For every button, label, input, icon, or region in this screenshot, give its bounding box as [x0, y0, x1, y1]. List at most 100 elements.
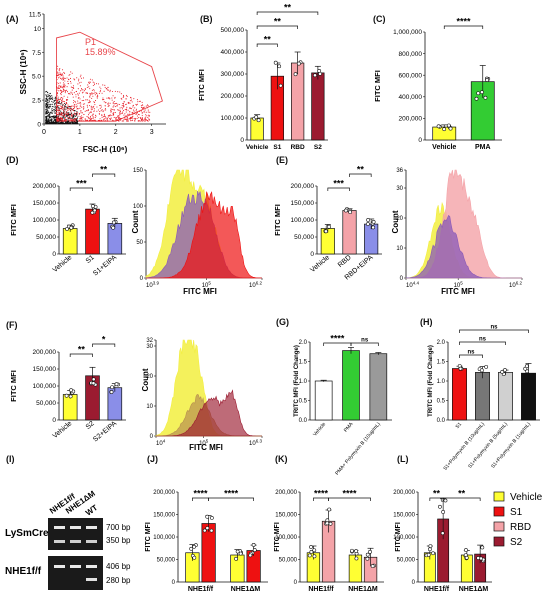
scatter-point [48, 115, 50, 118]
panel-d-data-point [69, 225, 74, 230]
scatter-point [51, 103, 53, 105]
scatter-point [141, 104, 144, 106]
hist-f-ytick-label: 30 [146, 344, 153, 350]
scatter-point [59, 73, 61, 76]
scatter-point [90, 118, 92, 120]
scatter-point [64, 122, 66, 124]
scatter-point [81, 115, 83, 117]
scatter-point [91, 79, 93, 81]
panel-c-data-point [483, 95, 488, 100]
scatter-point [45, 94, 47, 96]
hist-d-histogram-curve [146, 191, 263, 279]
scatter-point [93, 82, 95, 84]
panel-b-sig-label: ** [264, 35, 272, 45]
scatter-point [58, 104, 60, 106]
scatter-point [76, 112, 78, 114]
panel-g-ylabel: TRITC MFI (Fold Change) [294, 345, 300, 417]
scatter-point [79, 113, 81, 115]
scatter-point [134, 119, 136, 121]
scatter-point [46, 117, 48, 119]
scatter-point [63, 71, 65, 73]
scatter-point [125, 120, 128, 122]
scatter-point [56, 74, 58, 76]
panel-a-xlabel: FSC-H (10⁶) [83, 145, 128, 154]
scatter-point [64, 92, 66, 94]
panel-j-data-point [189, 546, 194, 551]
panel-f-category-label: S2+EIPA [92, 420, 118, 444]
scatter-point [56, 101, 58, 103]
scatter-point [66, 113, 68, 115]
scatter-point [141, 107, 143, 109]
panel-a-ytick-label: 2.5 [32, 98, 41, 105]
scatter-point [46, 116, 48, 118]
panel-f-sig-bracket [92, 343, 116, 347]
scatter-point [66, 77, 68, 79]
scatter-point [146, 107, 148, 109]
panel-h-bar [452, 368, 467, 421]
panel-j-data-point [235, 549, 240, 554]
scatter-point [113, 100, 115, 103]
panel-k-data-point [312, 548, 317, 553]
scatter-point [54, 118, 56, 120]
scatter-point [130, 99, 133, 101]
scatter-point [47, 95, 49, 97]
scatter-point [80, 112, 82, 114]
panel-c-data-point [436, 124, 441, 129]
scatter-point [57, 112, 60, 114]
scatter-point [142, 120, 144, 122]
gel-band [70, 526, 81, 529]
hist-e-xlabel: FITC MFI [441, 287, 475, 296]
scatter-point [89, 78, 91, 80]
panel-h-data-point [484, 364, 489, 369]
panel-d-data-point [92, 208, 97, 213]
panel-e-ytick-label: 150,000 [291, 200, 315, 207]
scatter-point [51, 113, 53, 115]
scatter-point [113, 116, 115, 119]
scatter-point [55, 116, 57, 118]
scatter-point [82, 89, 84, 91]
scatter-point [54, 96, 56, 98]
scatter-point [60, 85, 62, 87]
scatter-point [120, 93, 122, 95]
scatter-point [46, 99, 48, 101]
hist-f-xtick-label: 104 [156, 439, 166, 448]
scatter-point [71, 89, 73, 91]
gel-band [86, 526, 97, 529]
scatter-point [88, 99, 90, 101]
scatter-point [76, 93, 79, 95]
scatter-point [119, 109, 121, 111]
panel-j-data-point [192, 555, 197, 560]
scatter-point [54, 112, 56, 114]
panel-label-a: (A) [6, 14, 19, 24]
scatter-point [56, 113, 59, 116]
scatter-point [50, 106, 52, 108]
panel-f-data-point [91, 377, 96, 382]
scatter-point [48, 118, 50, 120]
scatter-point [47, 93, 49, 95]
scatter-point [135, 108, 137, 110]
scatter-point [75, 96, 77, 98]
panel-b-data-point [313, 73, 317, 78]
scatter-point [59, 72, 61, 74]
panel-l-data-point [427, 547, 432, 552]
scatter-point [46, 115, 48, 117]
scatter-point [75, 106, 78, 108]
scatter-point [105, 102, 107, 104]
scatter-point [68, 111, 70, 114]
scatter-point [82, 91, 84, 93]
scatter-point [96, 93, 98, 95]
panel-f-ytick-label: 200,000 [33, 349, 57, 356]
scatter-point [67, 117, 69, 119]
scatter-point [129, 100, 131, 102]
scatter-point [139, 120, 141, 122]
panel-a-scatter: SSC-H (10⁶) FSC-H (10⁶) P1 15.89% 0 2.5 5.… [19, 12, 166, 154]
scatter-point [147, 111, 149, 113]
panel-d-ytick-label: 100,000 [33, 217, 57, 224]
gel-band-label-1: 700 bp [106, 523, 131, 532]
scatter-point [136, 99, 138, 101]
scatter-point [118, 109, 120, 111]
scatter-point [51, 107, 53, 110]
scatter-point [104, 120, 106, 122]
panel-l-data-point [428, 544, 433, 549]
